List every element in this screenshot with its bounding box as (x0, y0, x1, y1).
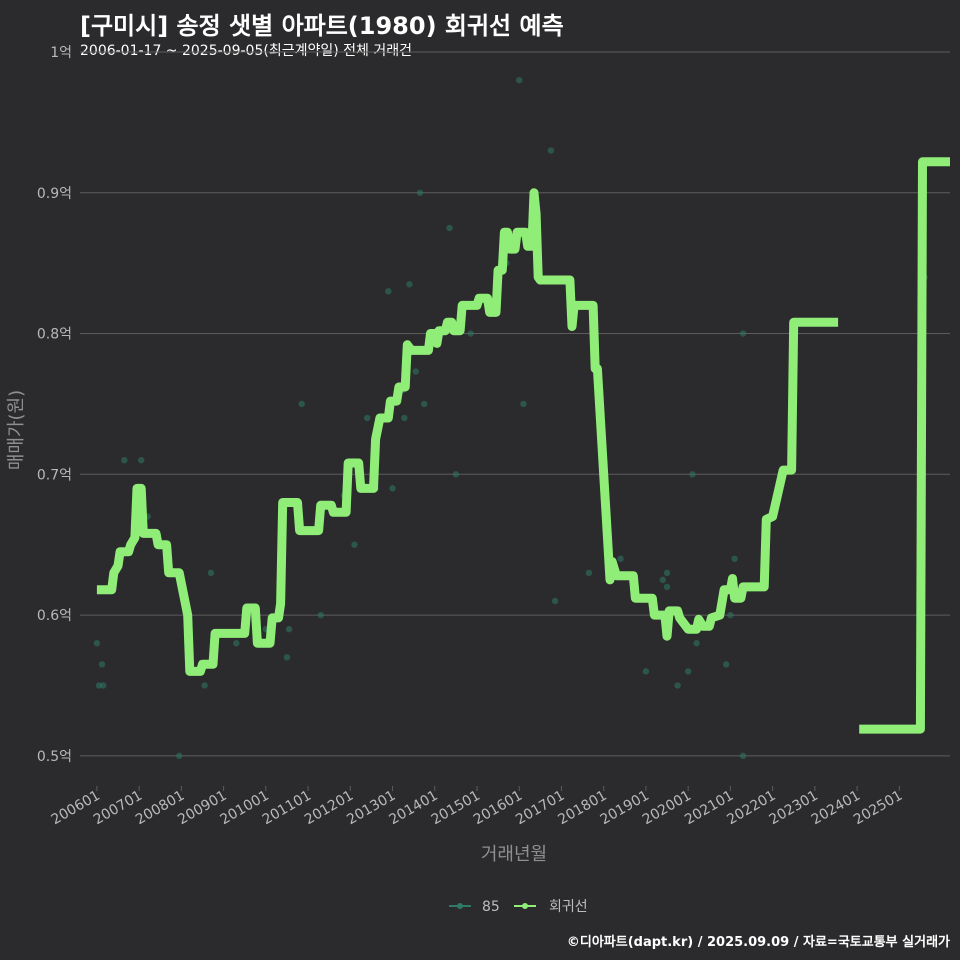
y-tick-label: 1억 (50, 45, 72, 61)
scatter-point (207, 569, 215, 577)
scatter-point (689, 471, 696, 478)
scatter-series-85 (93, 76, 928, 760)
y-tick-label: 0.5억 (37, 749, 72, 765)
scatter-point (389, 485, 396, 492)
scatter-point (351, 541, 358, 548)
scatter-point (663, 583, 671, 591)
y-tick-label: 0.6억 (37, 608, 72, 624)
legend-marker-85 (457, 903, 463, 909)
scatter-point (420, 400, 428, 408)
regression-line-series (96, 157, 950, 734)
scatter-point (659, 576, 667, 584)
scatter-point (201, 682, 208, 689)
y-axis-title: 매매가(원) (6, 390, 27, 470)
scatter-point (412, 368, 419, 375)
scatter-point (663, 569, 671, 577)
y-tick-label: 0.8억 (37, 327, 72, 343)
scatter-point (722, 661, 730, 668)
scatter-point (739, 752, 747, 760)
scatter-point (516, 76, 523, 84)
regression-line-segment (859, 157, 950, 734)
scatter-point (674, 682, 681, 689)
scatter-point (98, 661, 106, 668)
scatter-point (406, 281, 413, 288)
scatter-point (121, 457, 128, 464)
source-footer: ©디아파트(dapt.kr) / 2025.09.09 / 자료=국토교통부 실… (566, 935, 950, 950)
scatter-point (283, 654, 291, 661)
scatter-point (731, 555, 738, 562)
scatter-point (363, 414, 371, 422)
legend-marker-regression (522, 903, 528, 909)
y-tick-label: 0.7억 (37, 467, 72, 483)
scatter-point (520, 400, 527, 408)
x-axis-title: 거래년월 (481, 844, 547, 865)
legend-label-regression: 회귀선 (549, 899, 588, 915)
scatter-point (727, 611, 734, 619)
scatter-point (547, 147, 555, 154)
scatter-point (401, 414, 408, 422)
scatter-point (317, 611, 324, 619)
scatter-point (138, 457, 145, 464)
x-tick-label: 202501 (851, 788, 905, 829)
scatter-point (739, 330, 747, 337)
scatter-point (585, 569, 593, 577)
x-tick-labels: 2006012007012008012009012010012011012012… (49, 786, 905, 829)
chart-subtitle: 2006-01-17 ~ 2025-09-05(최근계약일) 전체 거래건 (80, 43, 412, 59)
scatter-point (93, 640, 101, 647)
regression-line-segment (96, 188, 839, 676)
scatter-point (467, 330, 474, 337)
scatter-point (551, 597, 559, 605)
scatter-point (100, 682, 107, 689)
scatter-point (298, 400, 305, 408)
scatter-point (693, 640, 700, 647)
scatter-point (642, 668, 650, 675)
scatter-point (176, 752, 183, 760)
legend-label-85: 85 (482, 899, 500, 915)
y-tick-label: 0.9억 (37, 186, 72, 202)
scatter-point (617, 555, 624, 562)
scatter-point (684, 668, 692, 675)
scatter-point (285, 625, 293, 633)
y-tick-labels: 0.5억 0.6억 0.7억 0.8억 0.9억 1억 (37, 45, 72, 765)
scatter-point (416, 189, 424, 196)
chart-title: [구미시] 송정 샛별 아파트(1980) 회귀선 예측 (80, 12, 564, 40)
scatter-point (446, 224, 453, 232)
y-gridlines (80, 51, 950, 757)
scatter-point (233, 640, 240, 647)
scatter-point (452, 471, 460, 478)
legend: 85 회귀선 (449, 899, 588, 915)
scatter-point (385, 288, 392, 295)
